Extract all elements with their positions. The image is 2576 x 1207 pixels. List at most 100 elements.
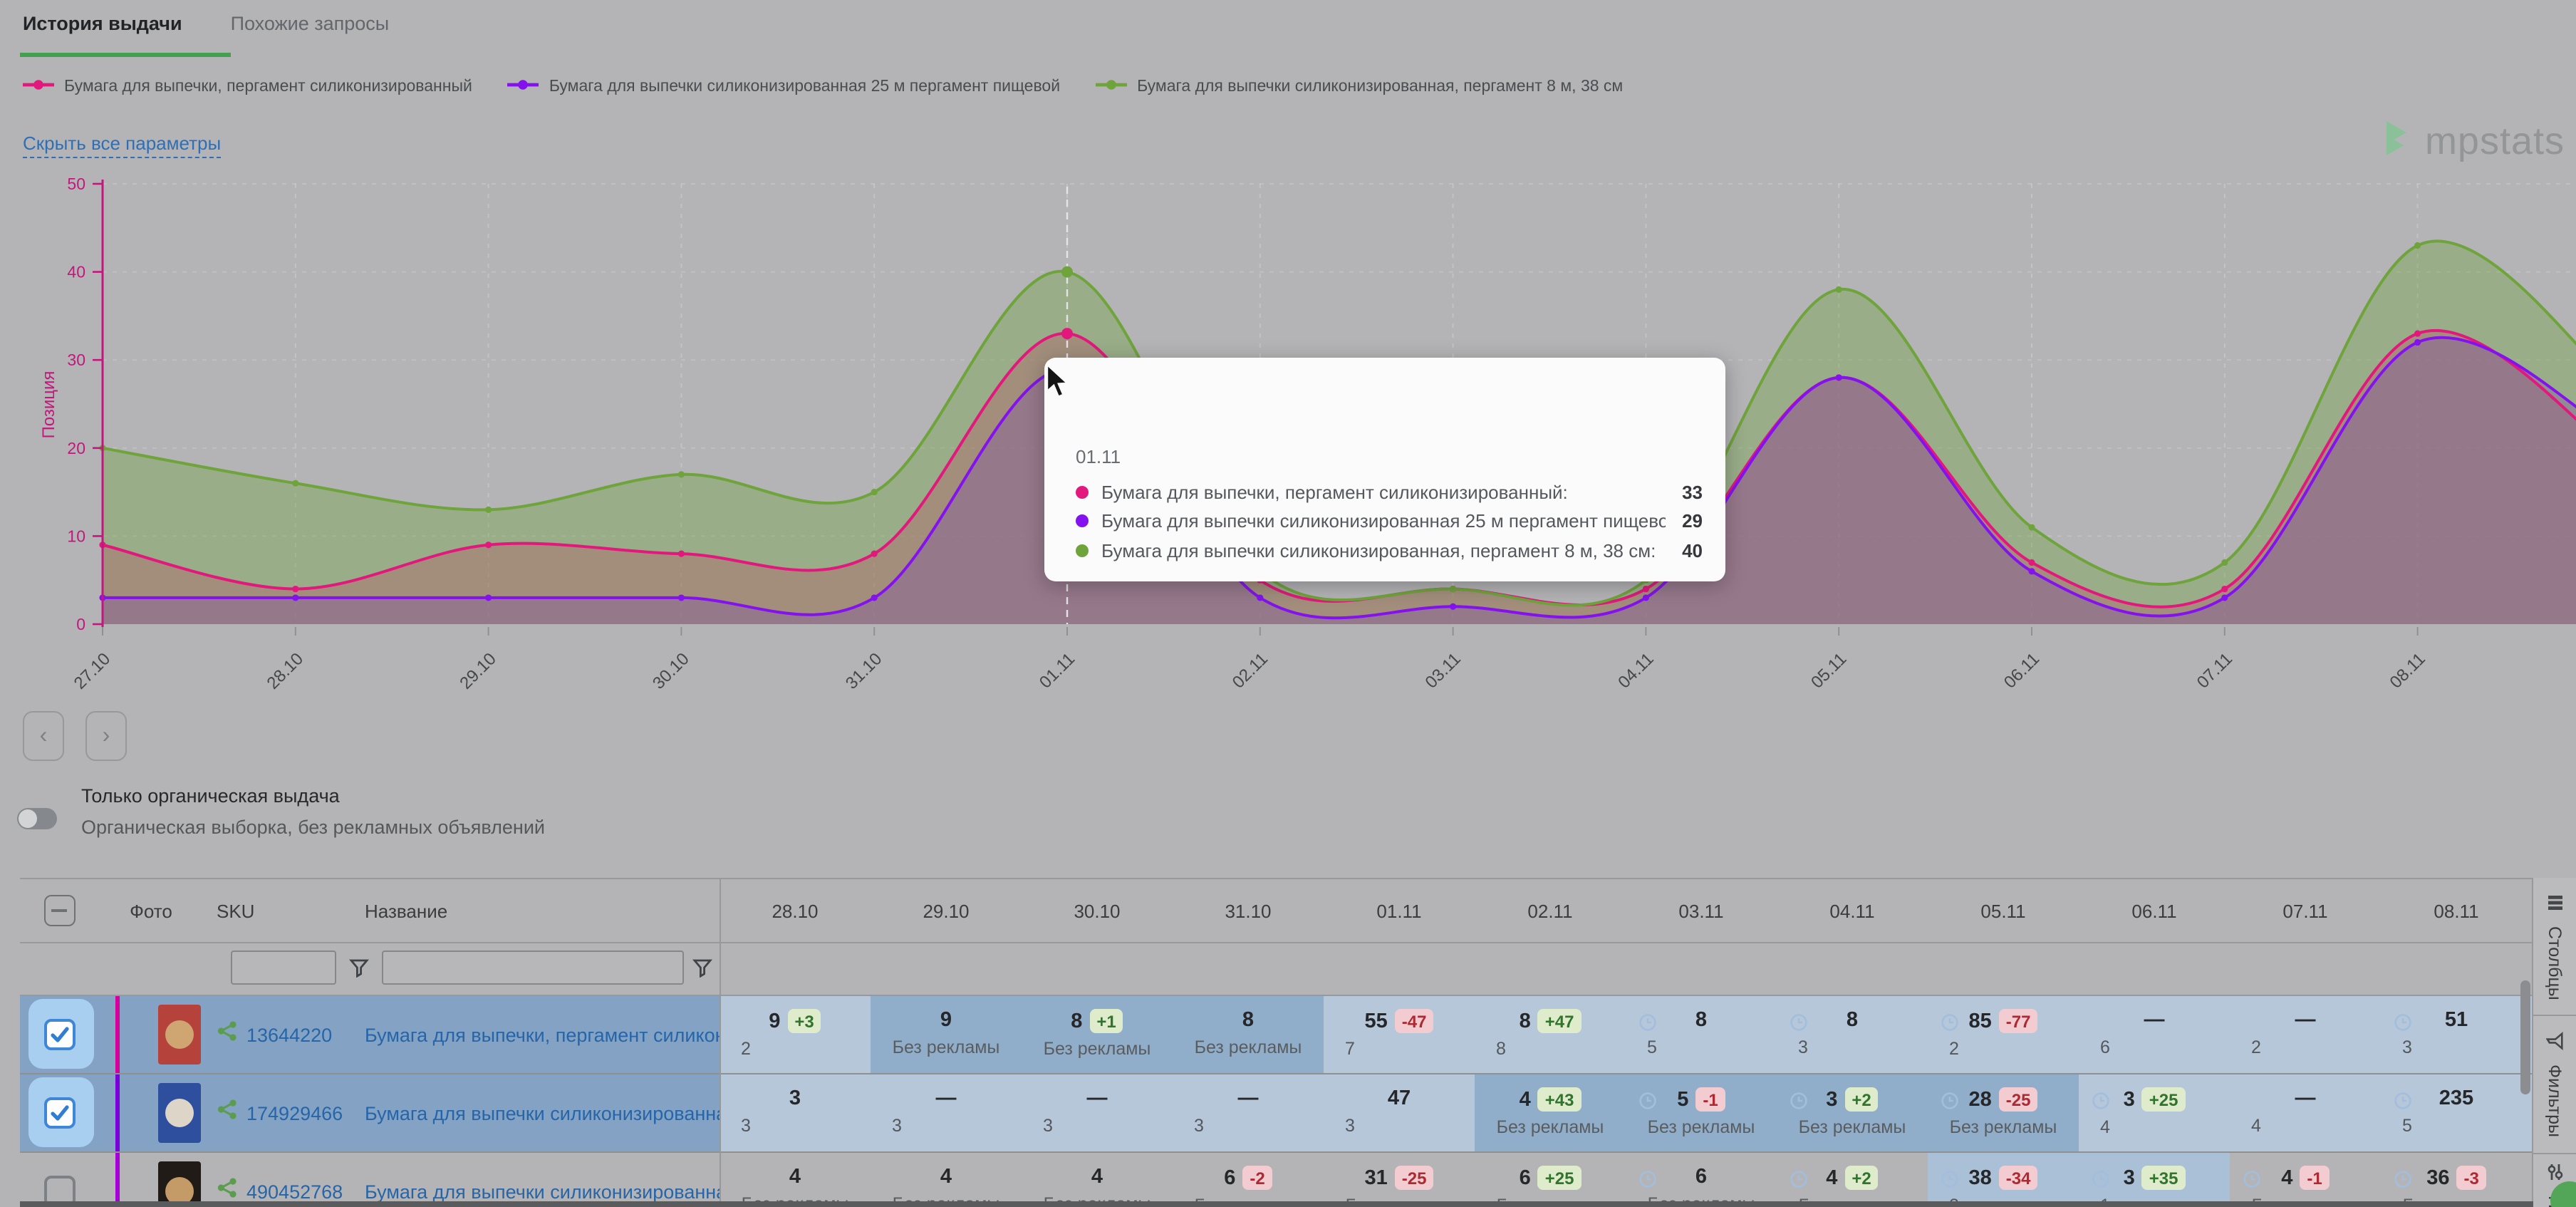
tooltip-rows: Бумага для выпечки, пергамент силиконизи…	[1076, 477, 1703, 565]
cell-secondary-value: 2	[1949, 1039, 1959, 1059]
product-name-link[interactable]: Бумага для выпечки силиконизированная пе…	[365, 1181, 720, 1202]
svg-text:05.11: 05.11	[1807, 649, 1850, 692]
cell-position-value: 3	[720, 1087, 871, 1110]
cell-position-value: 55 -47	[1324, 1009, 1475, 1033]
tooltip-series-dot	[1076, 544, 1089, 557]
date-cell: —3	[1022, 1074, 1173, 1151]
chart-prev-button[interactable]: ‹	[23, 711, 64, 761]
date-column-header: 01.11	[1376, 900, 1422, 921]
date-cell: 9 +3 2	[720, 996, 871, 1073]
row-checkbox[interactable]	[44, 1097, 76, 1129]
cell-position-value: 4 -1	[2230, 1166, 2381, 1190]
side-panel-button-1[interactable]: Фильтры	[2533, 1016, 2576, 1154]
side-panel-button-0[interactable]: Столбцы	[2533, 878, 2576, 1016]
date-column-header: 06.11	[2131, 900, 2177, 921]
hide-all-params-link[interactable]: Скрыть все параметры	[23, 133, 222, 158]
share-icon[interactable]	[217, 1099, 238, 1127]
position-number: 9	[769, 1010, 781, 1032]
position-number: 9	[940, 1009, 952, 1032]
product-name-link[interactable]: Бумага для выпечки, пергамент силиконизи…	[365, 1024, 720, 1045]
position-delta-badge: +47	[1537, 1009, 1582, 1033]
legend-item-2[interactable]: Бумага для выпечки силиконизированная, п…	[1096, 78, 1623, 95]
product-name-link[interactable]: Бумага для выпечки силиконизированная 25…	[365, 1102, 720, 1124]
sku-link[interactable]: 174929466	[246, 1102, 343, 1124]
tooltip-series-dot	[1076, 514, 1089, 528]
cell-position-value: 85 -77	[1928, 1009, 2079, 1033]
clock-icon	[1941, 1013, 1959, 1039]
cell-position-value: 9 +3	[720, 1009, 871, 1033]
position-number: —	[1237, 1087, 1259, 1110]
chart-next-button[interactable]: ›	[85, 711, 127, 761]
sku-link[interactable]: 490452768	[246, 1181, 343, 1202]
name-cell: Бумага для выпечки силиконизированная пе…	[353, 1153, 720, 1207]
legend-item-1[interactable]: Бумага для выпечки силиконизированная 25…	[507, 78, 1060, 95]
share-icon[interactable]	[217, 1177, 238, 1206]
date-cell: 28 -25 Без рекламы	[1928, 1074, 2079, 1151]
tooltip-series-value: 40	[1682, 539, 1703, 561]
chart-tooltip: 01.11 Бумага для выпечки, пергамент сили…	[1044, 358, 1725, 581]
no-ads-label: Без рекламы	[1496, 1117, 1604, 1137]
date-column-header: 30.10	[1074, 900, 1121, 921]
filter-icon	[2545, 1031, 2564, 1055]
position-delta-badge: +25	[1537, 1166, 1582, 1190]
position-delta-badge: -2	[1242, 1166, 1272, 1190]
position-delta-badge: -1	[2300, 1166, 2330, 1190]
sku-cell: 174929466	[217, 1074, 353, 1151]
product-photo[interactable]	[158, 1161, 201, 1207]
photo-detail	[165, 1099, 194, 1127]
share-icon[interactable]	[217, 1020, 238, 1049]
row-checkbox[interactable]	[44, 1019, 76, 1050]
tab-search-history[interactable]: История выдачи	[23, 13, 182, 34]
photo-cell	[85, 996, 217, 1073]
position-number: 8	[1695, 1009, 1708, 1032]
cell-position-value: —	[1022, 1087, 1173, 1110]
organic-toggle-sublabel: Органическая выборка, без рекламных объя…	[81, 817, 545, 838]
position-delta-badge: -47	[1394, 1009, 1434, 1033]
clock-icon	[2092, 1170, 2110, 1196]
svg-text:03.11: 03.11	[1422, 649, 1465, 692]
product-photo[interactable]	[158, 1083, 201, 1143]
legend-label: Бумага для выпечки, пергамент силиконизи…	[64, 78, 472, 95]
date-column-header: 05.11	[1980, 900, 2026, 921]
tooltip-series-dot	[1076, 485, 1089, 499]
cell-position-value: 51	[2381, 1009, 2532, 1032]
date-headers: 28.10 29.10 30.10 31.10 01.11 02.11 03.11 04.11…	[720, 900, 2532, 921]
date-column-header: 29.10	[923, 900, 970, 921]
horizontal-scrollbar[interactable]	[20, 1201, 2533, 1207]
svg-text:06.11: 06.11	[2000, 649, 2043, 692]
photo-cell	[85, 1074, 217, 1151]
mpstats-logo-icon	[2379, 120, 2414, 164]
organic-toggle[interactable]	[17, 808, 57, 829]
legend-item-0[interactable]: Бумага для выпечки, пергамент силиконизи…	[23, 78, 472, 95]
select-all-checkbox[interactable]	[44, 895, 76, 926]
date-column-header: 04.11	[1829, 900, 1875, 921]
name-filter-icon[interactable]	[692, 958, 713, 985]
date-cell: 235 5	[2381, 1074, 2532, 1151]
sku-filter-icon[interactable]	[348, 958, 370, 985]
sku-link[interactable]: 13644220	[246, 1024, 333, 1045]
tooltip-series-value: 29	[1682, 510, 1703, 532]
cell-secondary-value: 3	[1345, 1116, 1355, 1136]
no-ads-label: Без рекламы	[1043, 1039, 1151, 1059]
clock-icon	[1638, 1092, 1657, 1117]
date-cell: 3 +2 Без рекламы	[1777, 1074, 1928, 1151]
name-filter-input[interactable]	[382, 950, 684, 985]
sku-filter-input[interactable]	[231, 950, 336, 985]
position-number: 85	[1968, 1010, 1992, 1032]
cell-secondary-value: 3	[1194, 1116, 1204, 1136]
cell-position-value: 9	[871, 1009, 1022, 1032]
clock-icon	[1638, 1013, 1657, 1039]
no-ads-label: Без рекламы	[1949, 1117, 2057, 1137]
position-delta-badge: +3	[787, 1009, 821, 1033]
position-number: 4	[2281, 1166, 2293, 1189]
no-ads-label: Без рекламы	[1798, 1117, 1906, 1137]
vertical-scrollbar[interactable]	[2520, 980, 2530, 1094]
clock-icon	[1941, 1092, 1959, 1117]
tab-similar-queries[interactable]: Похожие запросы	[230, 13, 390, 34]
product-photo[interactable]	[158, 1005, 201, 1064]
svg-text:50: 50	[67, 175, 85, 193]
position-number: 6	[1519, 1166, 1531, 1189]
date-cell: 85 -77 2	[1928, 996, 2079, 1073]
